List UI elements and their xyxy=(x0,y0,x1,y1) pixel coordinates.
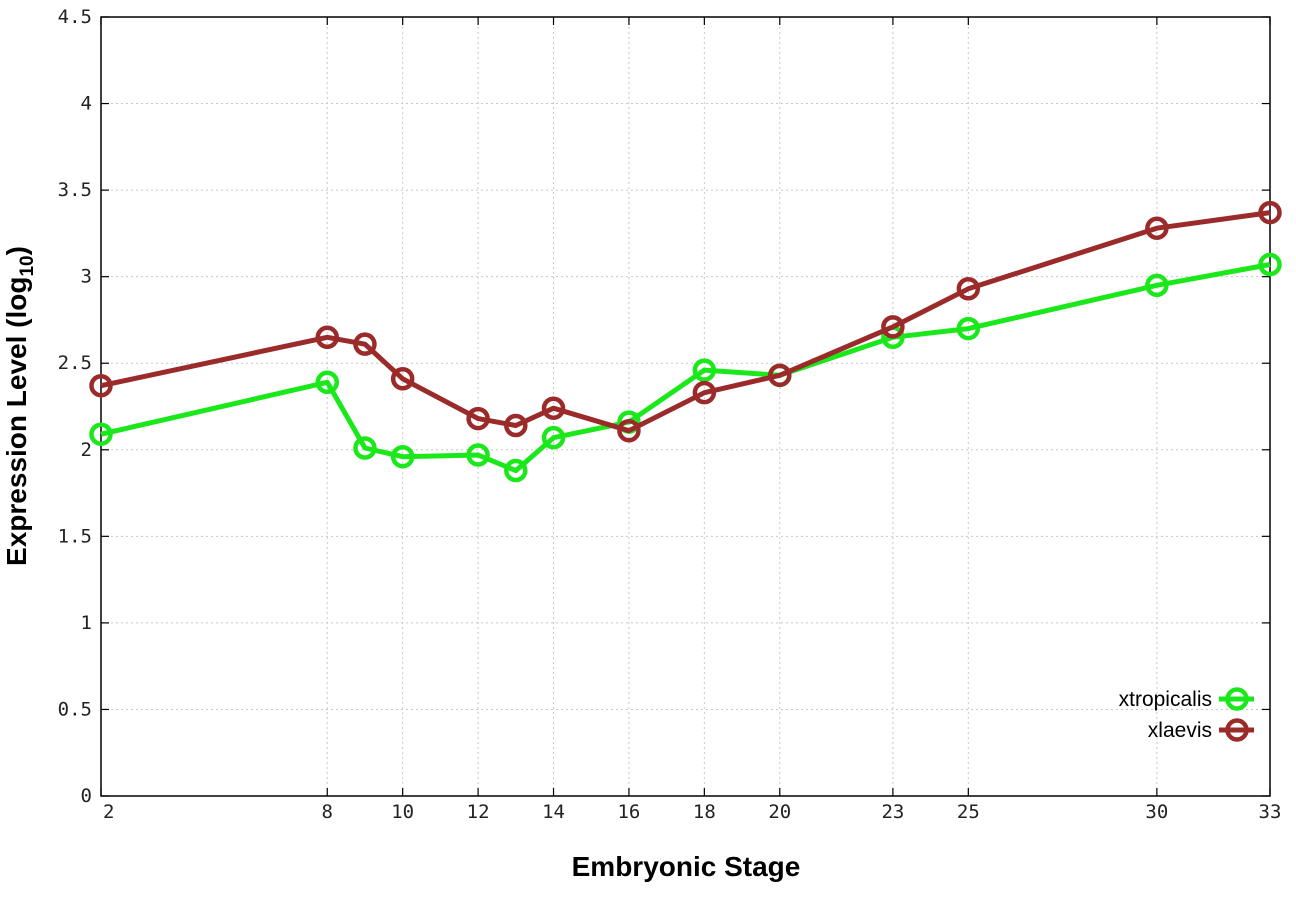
xtropicalis-point xyxy=(541,425,566,450)
xlaevis-point xyxy=(1145,216,1169,240)
x-tick-label: 18 xyxy=(693,801,716,823)
xtropicalis-point xyxy=(390,444,415,469)
plot-frame xyxy=(100,16,1271,797)
xtropicalis-point xyxy=(466,443,490,467)
xlaevis-point xyxy=(881,315,905,339)
xlaevis-point xyxy=(541,396,566,420)
xlaevis-point xyxy=(353,332,377,356)
y-tick-label: 4.5 xyxy=(58,6,92,28)
xtropicalis-point xyxy=(504,458,528,483)
x-tick-label: 16 xyxy=(617,801,640,823)
y-tick-label: 4 xyxy=(81,93,92,115)
legend-item-xlaevis: xlaevis xyxy=(1148,718,1254,742)
x-tick-label: 33 xyxy=(1259,801,1282,823)
xtropicalis-point xyxy=(315,370,340,395)
x-tick-label: 2 xyxy=(103,801,114,823)
xlaevis-point xyxy=(89,373,113,398)
grid-lines xyxy=(101,17,1270,796)
xtropicalis-point xyxy=(1258,252,1282,277)
y-axis-ticks: 0 0.5 1 1.5 2 2.5 3 3.5 4 4.5 xyxy=(58,6,1270,807)
series-xlaevis xyxy=(89,200,1282,443)
legend-item-xtropicalis: xtropicalis xyxy=(1119,687,1254,711)
legend-label: xlaevis xyxy=(1148,719,1212,742)
y-axis-title-main: Expression Level (log xyxy=(1,277,32,566)
y-tick-label: 0.5 xyxy=(58,698,92,720)
xlaevis-point xyxy=(692,380,717,405)
xtropicalis-point xyxy=(1145,273,1169,298)
y-axis-title: Expression Level (log10) xyxy=(1,246,38,566)
x-tick-label: 14 xyxy=(542,801,565,823)
x-axis-ticks: 2 8 10 12 14 16 18 20 23 25 30 33 xyxy=(100,17,1282,823)
xlaevis-point xyxy=(617,418,641,443)
x-tick-label: 20 xyxy=(768,801,791,823)
xtropicalis-point xyxy=(692,358,717,382)
xtropicalis-line xyxy=(100,262,1271,474)
series-layer xyxy=(89,200,1282,483)
xtropicalis-point xyxy=(956,316,981,341)
y-tick-label: 2 xyxy=(81,439,92,461)
y-tick-label: 0 xyxy=(81,785,92,807)
xlaevis-line xyxy=(100,210,1271,434)
x-tick-label: 25 xyxy=(957,801,980,823)
x-tick-label: 30 xyxy=(1145,801,1168,823)
x-tick-label: 23 xyxy=(881,801,904,823)
xlaevis-point xyxy=(1258,200,1282,225)
xlaevis-point xyxy=(390,367,415,391)
x-tick-label: 12 xyxy=(467,801,490,823)
y-tick-label: 2.5 xyxy=(58,352,92,374)
y-tick-label: 1 xyxy=(81,612,92,634)
y-tick-label: 3.5 xyxy=(58,179,92,201)
x-tick-label: 8 xyxy=(322,801,333,823)
legend: xtropicalis xlaevis xyxy=(1119,687,1254,742)
legend-swatch-marker xyxy=(1225,718,1249,742)
y-axis-title-end: ) xyxy=(1,246,32,255)
y-tick-label: 1.5 xyxy=(58,525,92,547)
legend-swatch-marker xyxy=(1225,687,1249,711)
xtropicalis-point xyxy=(353,436,377,460)
xlaevis-point xyxy=(315,325,340,350)
x-tick-label: 10 xyxy=(391,801,414,823)
y-tick-label: 3 xyxy=(81,266,92,288)
series-xtropicalis xyxy=(89,252,1282,483)
xtropicalis-point xyxy=(89,422,113,446)
legend-label: xtropicalis xyxy=(1119,688,1212,711)
x-axis-title: Embryonic Stage xyxy=(572,851,801,882)
xlaevis-point xyxy=(956,277,981,301)
xlaevis-point xyxy=(504,413,528,438)
y-axis-title-subscript: 10 xyxy=(17,255,38,276)
xlaevis-point xyxy=(768,363,792,388)
xlaevis-point xyxy=(466,406,490,431)
